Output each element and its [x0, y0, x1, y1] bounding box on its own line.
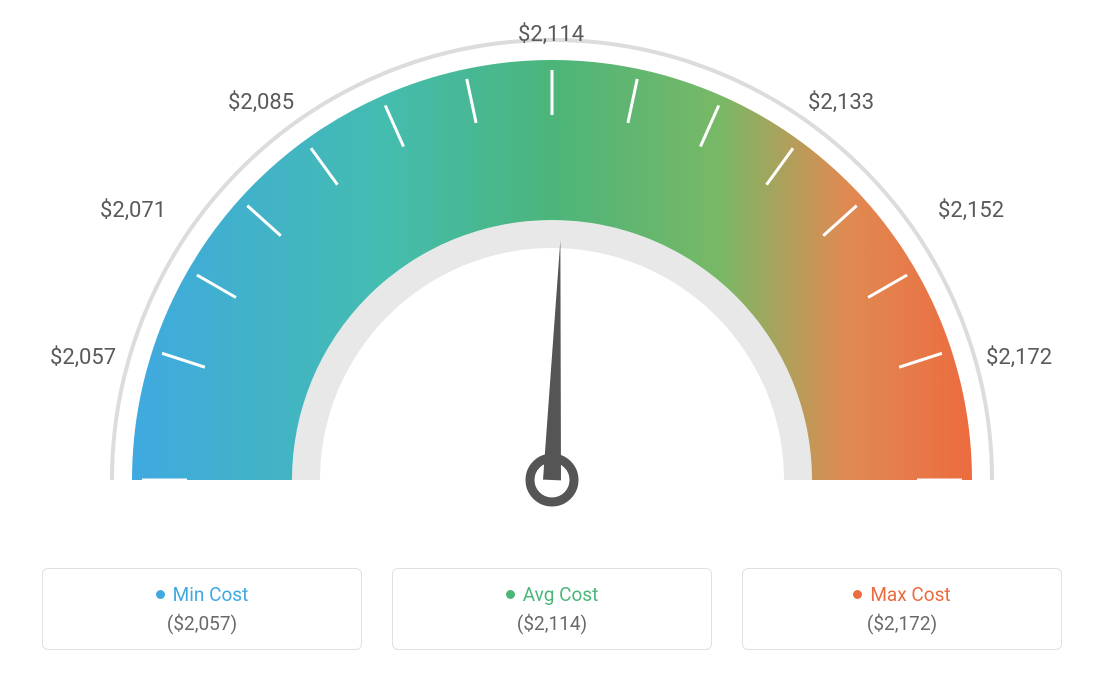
legend-min: Min Cost ($2,057) — [42, 568, 362, 650]
legend-min-dot — [156, 590, 165, 599]
gauge-tick-label: $2,172 — [986, 345, 1052, 370]
legend-avg-value: ($2,114) — [517, 612, 587, 635]
legend-avg-dot — [506, 590, 515, 599]
gauge-tick-label: $2,057 — [50, 345, 116, 370]
legend-max-label-row: Max Cost — [853, 583, 950, 606]
legend-min-value: ($2,057) — [167, 612, 237, 635]
legend-avg-label-row: Avg Cost — [506, 583, 599, 606]
gauge-tick-label: $2,085 — [228, 90, 294, 115]
gauge-tick-label: $2,133 — [808, 90, 874, 115]
gauge-tick-label: $2,152 — [938, 198, 1004, 223]
chart-container: $2,057 $2,071 $2,085 $2,114 $2,133 $2,152 $2,1… — [0, 0, 1104, 690]
legend-avg-label: Avg Cost — [523, 583, 599, 606]
gauge-chart — [0, 0, 1104, 540]
legend-min-label-row: Min Cost — [156, 583, 249, 606]
gauge-tick-label: $2,071 — [100, 198, 166, 223]
legend-max-label: Max Cost — [870, 583, 950, 606]
legend-row: Min Cost ($2,057) Avg Cost ($2,114) Max … — [0, 568, 1104, 650]
gauge-tick-label: $2,114 — [518, 22, 584, 47]
legend-max-value: ($2,172) — [867, 612, 937, 635]
legend-max: Max Cost ($2,172) — [742, 568, 1062, 650]
gauge-svg — [0, 0, 1104, 540]
legend-min-label: Min Cost — [173, 583, 249, 606]
legend-avg: Avg Cost ($2,114) — [392, 568, 712, 650]
legend-max-dot — [853, 590, 862, 599]
